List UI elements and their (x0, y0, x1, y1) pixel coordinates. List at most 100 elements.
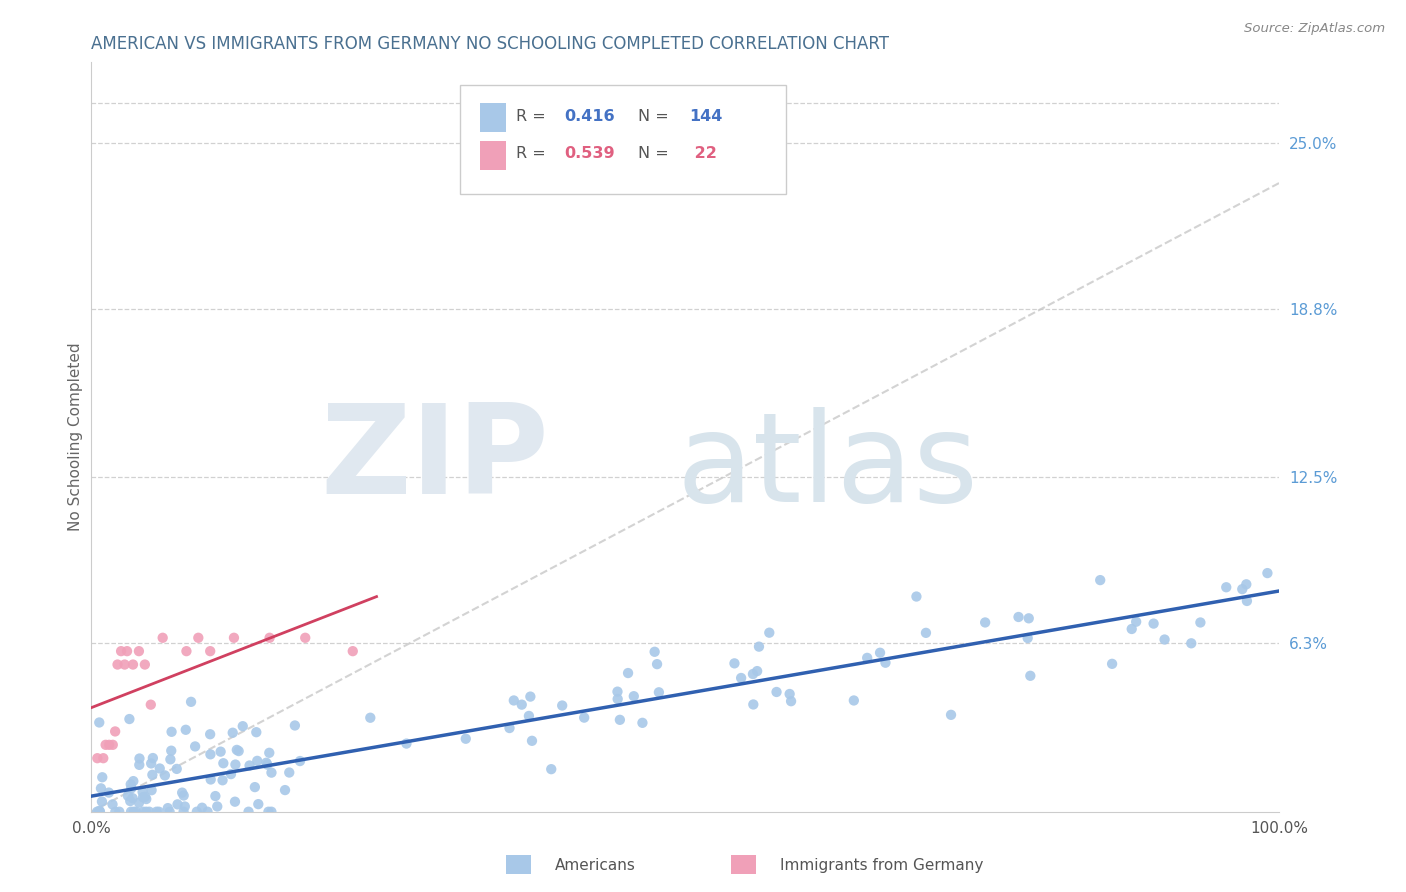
Point (139, 698, 162, 712)
Point (180, 695, 202, 709)
Point (110, 644, 132, 658)
Point (176, 644, 198, 658)
Point (1017, 631, 1039, 645)
Point (120, 794, 142, 808)
Text: 144: 144 (689, 109, 723, 124)
Point (905, 590, 928, 604)
Point (98, 738, 121, 752)
Point (1234, 577, 1257, 591)
Point (274, 783, 297, 797)
Text: Source: ZipAtlas.com: Source: ZipAtlas.com (1244, 22, 1385, 36)
Point (132, 790, 155, 805)
Point (131, 785, 153, 799)
Point (108, 805, 131, 819)
Point (134, 789, 156, 804)
Point (1236, 594, 1258, 608)
Point (173, 805, 195, 819)
Point (200, 747, 222, 762)
Point (875, 656, 897, 670)
Point (551, 698, 574, 713)
Point (779, 687, 801, 701)
Point (152, 631, 174, 645)
Point (135, 792, 157, 806)
Point (1232, 582, 1254, 596)
Point (173, 799, 195, 814)
Point (107, 657, 129, 672)
Point (141, 756, 163, 771)
Point (246, 754, 269, 768)
Point (1007, 610, 1029, 624)
Point (148, 805, 170, 819)
Point (765, 685, 787, 699)
Point (225, 743, 247, 757)
Point (86, 805, 108, 819)
Point (120, 777, 142, 791)
Point (974, 615, 997, 630)
Point (89, 805, 111, 819)
Point (1121, 622, 1143, 636)
Point (260, 765, 283, 780)
Point (1090, 573, 1112, 587)
Point (742, 667, 765, 681)
Point (572, 711, 595, 725)
Point (1180, 636, 1202, 650)
Point (1142, 616, 1164, 631)
Text: R =: R = (516, 109, 550, 124)
Point (160, 744, 183, 758)
Point (243, 780, 266, 794)
Text: Immigrants from Germany: Immigrants from Germany (780, 858, 984, 872)
Point (1125, 615, 1147, 629)
Point (540, 762, 562, 776)
Point (122, 657, 145, 672)
Point (115, 644, 138, 658)
Point (617, 666, 640, 681)
Point (156, 801, 179, 815)
Point (238, 758, 260, 772)
Point (254, 756, 277, 770)
Point (184, 739, 207, 754)
Point (730, 671, 752, 685)
Point (606, 692, 628, 706)
Point (288, 754, 311, 768)
Point (173, 789, 195, 803)
Point (128, 796, 150, 810)
Point (1019, 669, 1042, 683)
Point (187, 631, 209, 645)
FancyBboxPatch shape (479, 103, 506, 132)
Point (200, 644, 222, 658)
Point (128, 751, 150, 765)
FancyBboxPatch shape (460, 85, 786, 194)
Point (224, 757, 246, 772)
FancyBboxPatch shape (479, 141, 506, 169)
Point (257, 805, 280, 819)
Point (247, 797, 270, 811)
Point (222, 725, 245, 739)
Text: ZIP: ZIP (321, 399, 548, 520)
Point (758, 625, 780, 640)
Text: R =: R = (516, 146, 550, 161)
Point (609, 713, 631, 727)
Text: 22: 22 (689, 146, 717, 161)
Point (498, 721, 520, 735)
Text: N =: N = (638, 146, 673, 161)
Text: 0.539: 0.539 (564, 146, 614, 161)
Point (1153, 632, 1175, 647)
Point (149, 762, 172, 776)
Point (141, 783, 163, 797)
Point (166, 762, 188, 776)
Point (166, 797, 188, 812)
Point (1189, 615, 1212, 630)
Point (125, 805, 148, 819)
Point (89, 804, 111, 818)
Point (101, 797, 124, 812)
Point (842, 693, 865, 707)
Point (520, 734, 543, 748)
Point (228, 744, 250, 758)
Point (395, 737, 418, 751)
Point (120, 781, 142, 796)
Point (118, 712, 141, 726)
Point (186, 805, 208, 819)
Point (160, 724, 183, 739)
Point (232, 719, 254, 733)
Point (135, 805, 157, 819)
